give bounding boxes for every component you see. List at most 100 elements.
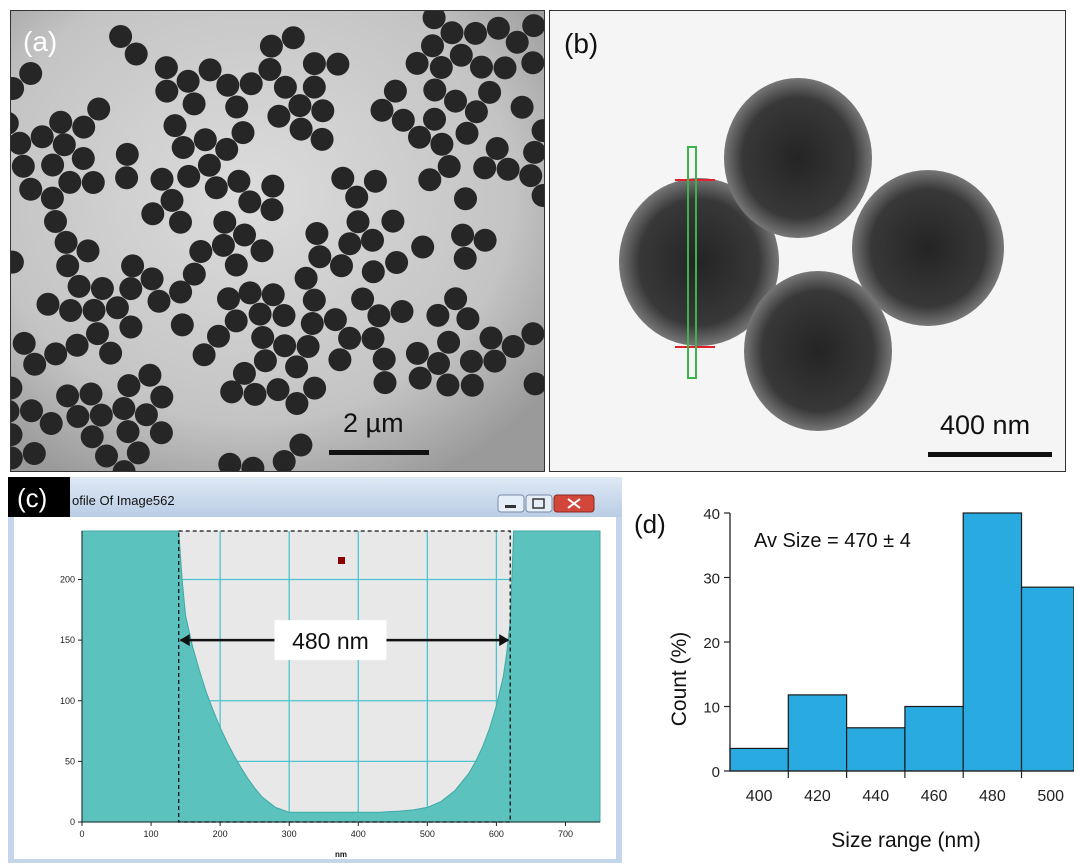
particle xyxy=(56,254,80,278)
particle xyxy=(346,210,370,234)
particle xyxy=(361,260,385,284)
particle xyxy=(436,373,460,397)
particle xyxy=(176,69,200,93)
y-tick-label: 0 xyxy=(712,764,720,781)
profile-fill xyxy=(82,531,600,822)
x-tick-label: 460 xyxy=(921,788,948,805)
particle xyxy=(302,52,326,76)
particle xyxy=(112,460,136,471)
particle xyxy=(138,363,162,387)
tick-labels: 0 100 200 300 400 500 600 700 0 50 100 150 200 xyxy=(60,575,573,840)
particle xyxy=(11,131,32,155)
particle xyxy=(385,251,409,274)
y-tick-label: 150 xyxy=(60,635,75,645)
particle xyxy=(182,262,206,286)
particle xyxy=(459,349,483,373)
measure-label: 480 nm xyxy=(292,628,369,654)
minimize-icon xyxy=(505,505,516,508)
histogram-bar xyxy=(787,694,848,772)
particle xyxy=(121,254,145,278)
particle xyxy=(744,271,892,431)
particle xyxy=(422,11,446,30)
particle xyxy=(367,304,391,328)
particle xyxy=(326,52,350,76)
particle xyxy=(370,98,394,122)
particle xyxy=(437,330,461,354)
x-tick-label: 600 xyxy=(489,829,504,839)
particle xyxy=(89,403,113,427)
particle xyxy=(95,444,118,468)
tem-image-closeup: (b) 400 nm xyxy=(549,10,1066,472)
particle xyxy=(233,223,256,247)
particle xyxy=(478,80,502,104)
particle xyxy=(522,14,544,38)
histogram-tick-labels: 0 10 20 30 40 400 420 440 460 480 500 xyxy=(703,506,1064,805)
particle xyxy=(330,254,353,278)
particle xyxy=(294,266,318,290)
particle xyxy=(521,51,544,75)
particle xyxy=(11,400,20,423)
particle xyxy=(285,355,309,379)
particle xyxy=(243,382,267,406)
particle xyxy=(310,127,334,151)
particle xyxy=(267,104,291,128)
particle xyxy=(486,16,510,40)
maximize-button[interactable] xyxy=(525,494,553,513)
particle xyxy=(361,228,384,252)
particle xyxy=(11,77,25,100)
y-tick-label: 50 xyxy=(65,756,75,766)
particle xyxy=(338,232,362,256)
particle xyxy=(261,174,285,198)
y-axis-label: Count (%) xyxy=(668,632,691,727)
x-axis-label: nm xyxy=(335,850,347,859)
particle xyxy=(169,280,193,304)
particle xyxy=(405,341,429,365)
particle xyxy=(239,72,263,96)
particle xyxy=(510,95,534,119)
particle xyxy=(248,302,272,326)
x-tick-label: 400 xyxy=(351,829,366,839)
particle xyxy=(266,378,290,402)
close-button[interactable] xyxy=(553,494,595,513)
x-tick-label: 0 xyxy=(79,829,84,839)
particle xyxy=(197,153,221,177)
profile-selection-box xyxy=(687,146,697,379)
particle xyxy=(273,334,297,358)
particle xyxy=(305,222,329,245)
particle xyxy=(444,287,468,311)
particle xyxy=(119,277,143,301)
particle xyxy=(259,34,283,58)
particle xyxy=(22,442,46,465)
particle xyxy=(523,140,544,164)
window-title: ofile Of Image562 xyxy=(72,493,175,508)
y-tick-label: 200 xyxy=(60,575,75,585)
particle-field xyxy=(11,11,544,471)
particle xyxy=(381,209,405,233)
particle xyxy=(36,292,60,316)
y-tick-label: 0 xyxy=(70,817,75,827)
x-tick-label: 500 xyxy=(1037,788,1064,805)
particle xyxy=(251,326,275,349)
minimize-button[interactable] xyxy=(497,494,525,513)
close-icon xyxy=(567,498,581,509)
tem-closeup-svg: (b) 400 nm xyxy=(550,11,1065,471)
particle xyxy=(426,303,450,327)
particle xyxy=(345,185,369,209)
particle xyxy=(41,153,65,177)
particle xyxy=(86,322,109,346)
particle xyxy=(87,97,111,121)
profile-plot-svg: ofile Of Image562 (c) 0 100 200 300 400 500 60… xyxy=(8,477,622,863)
histogram-axes xyxy=(724,512,1074,778)
particle xyxy=(473,228,497,252)
particle xyxy=(289,433,313,457)
particle xyxy=(124,42,148,66)
particle xyxy=(80,425,104,449)
particle xyxy=(227,169,251,193)
particle xyxy=(521,322,544,346)
particle xyxy=(323,308,347,332)
particle xyxy=(54,230,78,254)
particle xyxy=(224,309,248,333)
particle xyxy=(473,156,497,180)
particle xyxy=(112,397,136,420)
particle xyxy=(261,283,285,307)
